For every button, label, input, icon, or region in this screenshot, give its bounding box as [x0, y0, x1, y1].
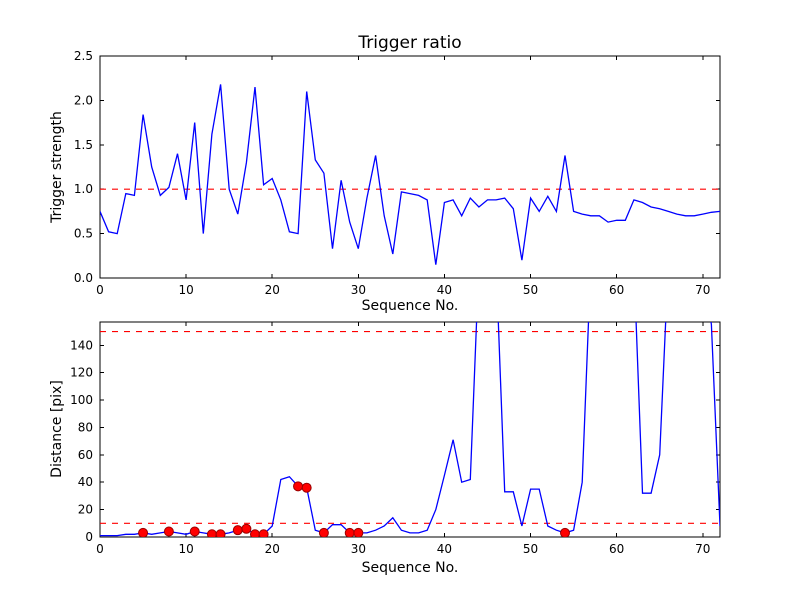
- y-tick-label: 1.0: [74, 182, 93, 196]
- x-tick-label: 70: [695, 283, 710, 297]
- x-tick-label: 10: [178, 283, 193, 297]
- x-tick-label: 10: [178, 542, 193, 556]
- x-tick-label: 50: [523, 542, 538, 556]
- y-tick-label: 40: [78, 475, 93, 489]
- y-tick-label: 140: [70, 338, 93, 352]
- top-chart-x-axis-label: Sequence No.: [361, 298, 459, 314]
- data-point-marker: [138, 527, 149, 537]
- data-point-marker: [215, 529, 226, 537]
- x-tick-label: 30: [351, 283, 366, 297]
- data-point-marker: [241, 523, 252, 534]
- y-tick-label: 1.5: [74, 138, 93, 152]
- data-point-marker: [232, 525, 243, 536]
- data-point-marker: [301, 482, 312, 493]
- x-tick-label: 60: [609, 283, 624, 297]
- series-line: [100, 322, 720, 537]
- x-tick-label: 0: [96, 283, 104, 297]
- y-tick-label: 60: [78, 448, 93, 462]
- top-chart-title: Trigger ratio: [358, 33, 462, 53]
- y-tick-label: 120: [70, 366, 93, 380]
- x-tick-label: 40: [437, 283, 452, 297]
- y-tick-label: 0: [85, 530, 93, 544]
- y-tick-label: 0.5: [74, 227, 93, 241]
- y-tick-label: 100: [70, 393, 93, 407]
- x-tick-label: 20: [265, 283, 280, 297]
- data-point-marker: [163, 526, 174, 537]
- x-tick-label: 60: [609, 542, 624, 556]
- data-point-marker: [560, 527, 570, 537]
- data-point-marker: [353, 527, 364, 537]
- y-tick-label: 0.0: [74, 271, 93, 285]
- data-point-marker: [318, 527, 329, 537]
- y-tick-label: 2.0: [74, 93, 93, 107]
- x-tick-label: 50: [523, 283, 538, 297]
- y-tick-label: 80: [78, 420, 93, 434]
- y-tick-label: 2.5: [74, 49, 93, 63]
- x-tick-label: 0: [96, 542, 104, 556]
- x-tick-label: 20: [265, 542, 280, 556]
- data-point-marker: [293, 481, 304, 492]
- data-point-marker: [258, 529, 269, 537]
- y-tick-label: 20: [78, 503, 93, 517]
- x-tick-label: 30: [351, 542, 366, 556]
- data-point-marker: [189, 526, 200, 537]
- x-tick-label: 70: [695, 542, 710, 556]
- bottom-chart-x-axis-label: Sequence No.: [361, 560, 459, 576]
- series-line: [100, 84, 720, 265]
- axes-frame: [99, 55, 721, 279]
- data-point-marker: [344, 527, 355, 537]
- axes-frame: [99, 321, 721, 538]
- x-tick-label: 40: [437, 542, 452, 556]
